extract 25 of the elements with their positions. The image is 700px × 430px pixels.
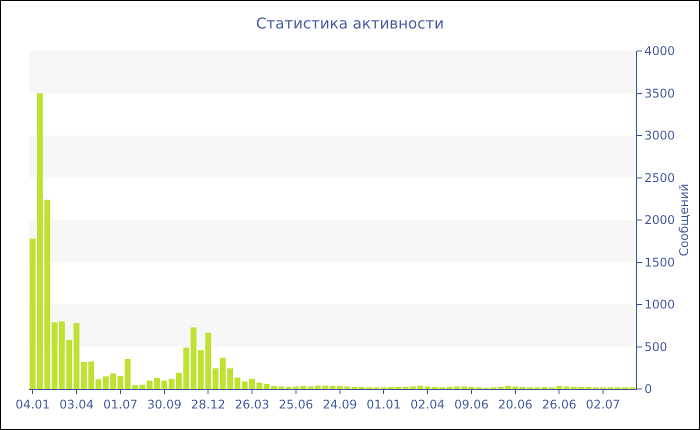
x-tick-label: 04.01 [15,397,50,412]
x-tick-label: 03.04 [59,397,94,412]
x-tick-label: 26.03 [234,397,270,412]
x-tick-label: 26.06 [542,397,576,412]
x-tick-label: 28.12 [190,397,226,412]
y-axis-title: Сообщений [676,184,691,256]
x-tick-label: 02.04 [410,397,445,412]
chart-title: Статистика активности [256,14,444,33]
x-tick-label: 09.06 [454,397,489,412]
x-tick-label: 01.07 [103,397,138,412]
y-tick-label: 1000 [644,298,675,312]
x-tick-label: 24.09 [322,397,357,412]
x-tick-label: 01.01 [366,397,401,412]
y-tick-label: 0 [644,382,652,396]
y-tick-label: 1500 [644,255,675,270]
x-tick-label: 02.07 [586,397,620,412]
y-tick-label: 3500 [644,86,675,100]
y-tick-label: 500 [644,340,668,354]
x-tick-label: 25.06 [278,397,314,412]
y-tick-label: 4000 [644,44,675,58]
y-tick-label: 2500 [644,170,675,185]
y-tick-label: 3000 [644,128,675,143]
x-tick-label: 20.06 [498,397,533,412]
y-tick-label: 2000 [644,213,675,228]
x-tick-label: 30.09 [147,397,182,412]
